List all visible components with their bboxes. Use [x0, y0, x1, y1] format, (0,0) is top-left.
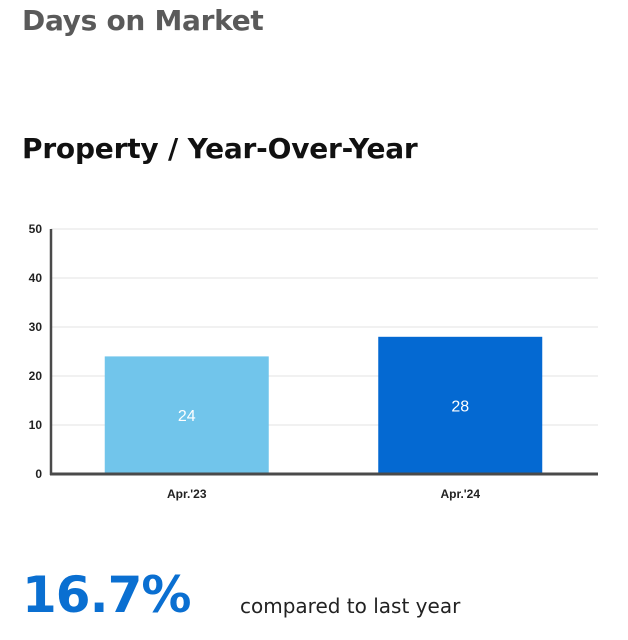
- page-title: Days on Market: [22, 4, 264, 37]
- y-tick-label: 10: [29, 418, 43, 432]
- bar-data-label: 28: [451, 398, 469, 415]
- y-tick-label: 0: [35, 467, 42, 481]
- chart-section-title: Property / Year-Over-Year: [22, 132, 418, 165]
- change-caption: compared to last year: [240, 594, 461, 618]
- y-tick-label: 30: [29, 320, 43, 334]
- y-tick-label: 20: [29, 369, 43, 383]
- days-on-market-bar-chart: 0 10 20 30 40 50 24 Apr.'23 28 Apr.'24: [29, 222, 598, 501]
- year-over-year-change: 16.7%: [22, 566, 191, 624]
- x-tick-label: Apr.'24: [440, 487, 480, 501]
- bar: [378, 336, 543, 474]
- y-tick-label: 50: [29, 222, 43, 236]
- x-tick-label: Apr.'23: [167, 487, 207, 501]
- y-tick-label: 40: [29, 271, 43, 285]
- bar-data-label: 24: [178, 408, 196, 425]
- bar: [104, 356, 269, 474]
